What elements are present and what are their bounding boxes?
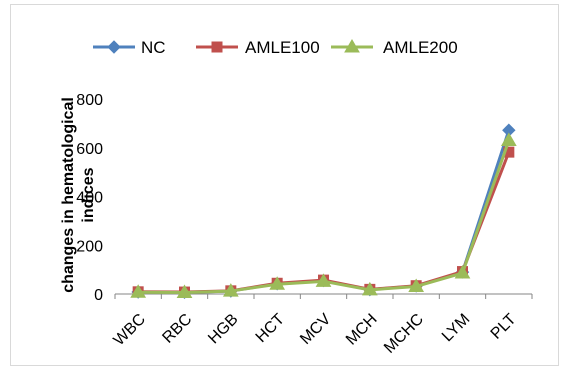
data-point-triangle [176, 284, 193, 299]
data-point-diamond [107, 40, 121, 54]
y-tick-label: 800 [76, 92, 103, 109]
series-amle200 [130, 132, 517, 299]
data-point-triangle [408, 278, 425, 292]
y-axis-label-line-1: changes in hematological [60, 97, 77, 293]
data-point-triangle [454, 265, 471, 279]
x-tick-label: RBC [159, 311, 195, 347]
y-tick-label: 200 [76, 238, 103, 255]
x-tick-label: WBC [111, 311, 149, 349]
y-tick-label: 0 [94, 287, 103, 304]
legend-label: NC [141, 38, 166, 57]
legend: NC AMLE100 AMLE200 [93, 38, 458, 57]
legend-label: AMLE200 [383, 38, 458, 57]
legend-item-nc: NC [93, 38, 166, 57]
series-line [138, 139, 511, 295]
series-line [138, 151, 511, 294]
x-tick-label: MCHC [381, 311, 427, 357]
x-tick-label: LYM [439, 311, 473, 345]
line-chart: changes in hematological indices 0 200 400… [60, 38, 533, 357]
series-layer [130, 123, 517, 300]
data-point-triangle [130, 284, 147, 298]
y-tick-label: 600 [76, 141, 103, 158]
data-point-triangle [361, 281, 378, 296]
data-point-triangle [500, 132, 517, 146]
data-point-triangle [222, 283, 239, 297]
legend-item-amle200: AMLE200 [331, 38, 458, 57]
y-axis-label: changes in hematological indices [60, 97, 97, 293]
axes: 0 200 400 600 800 WBC RBC HGB HCT MCV MCH MCHC LYM PL… [76, 92, 533, 357]
data-point-triangle [315, 273, 332, 287]
legend-item-amle100: AMLE100 [196, 38, 320, 57]
data-point-triangle [269, 276, 286, 290]
x-tick-label: HCT [253, 311, 288, 346]
y-tick-label: 400 [76, 190, 103, 207]
x-tick-label: MCH [343, 311, 381, 349]
series-line [138, 129, 511, 294]
x-tick-label: PLT [488, 311, 520, 343]
legend-label: AMLE100 [245, 38, 320, 57]
x-tick-label: MCV [297, 311, 334, 348]
data-point-square [211, 41, 223, 53]
data-point-triangle [344, 39, 360, 53]
x-tick-label: HGB [205, 311, 242, 348]
y-axis-label-line-2: indices [80, 167, 97, 222]
chart-frame: changes in hematological indices 0 200 400… [10, 4, 559, 366]
